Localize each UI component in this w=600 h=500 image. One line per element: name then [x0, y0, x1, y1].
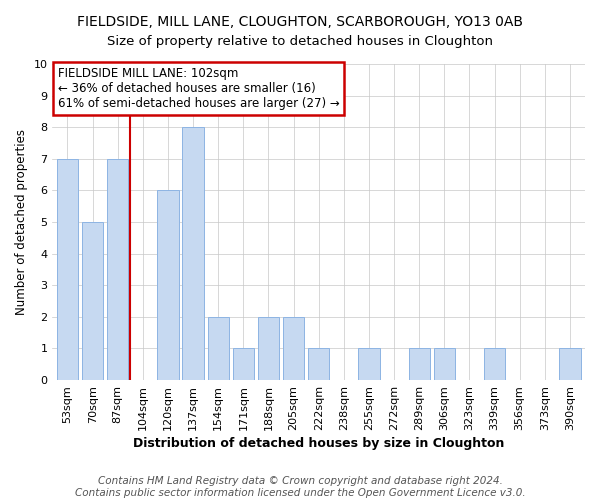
Bar: [182, 127, 204, 380]
Bar: [258, 317, 279, 380]
Bar: [57, 159, 78, 380]
Bar: [434, 348, 455, 380]
Text: FIELDSIDE MILL LANE: 102sqm
← 36% of detached houses are smaller (16)
61% of sem: FIELDSIDE MILL LANE: 102sqm ← 36% of det…: [58, 67, 340, 110]
Bar: [559, 348, 581, 380]
Bar: [484, 348, 505, 380]
Bar: [358, 348, 380, 380]
Bar: [208, 317, 229, 380]
Bar: [157, 190, 179, 380]
X-axis label: Distribution of detached houses by size in Cloughton: Distribution of detached houses by size …: [133, 437, 505, 450]
Bar: [82, 222, 103, 380]
Bar: [233, 348, 254, 380]
Text: Contains HM Land Registry data © Crown copyright and database right 2024.
Contai: Contains HM Land Registry data © Crown c…: [74, 476, 526, 498]
Bar: [283, 317, 304, 380]
Text: FIELDSIDE, MILL LANE, CLOUGHTON, SCARBOROUGH, YO13 0AB: FIELDSIDE, MILL LANE, CLOUGHTON, SCARBOR…: [77, 15, 523, 29]
Bar: [409, 348, 430, 380]
Text: Size of property relative to detached houses in Cloughton: Size of property relative to detached ho…: [107, 35, 493, 48]
Bar: [107, 159, 128, 380]
Bar: [308, 348, 329, 380]
Y-axis label: Number of detached properties: Number of detached properties: [15, 129, 28, 315]
